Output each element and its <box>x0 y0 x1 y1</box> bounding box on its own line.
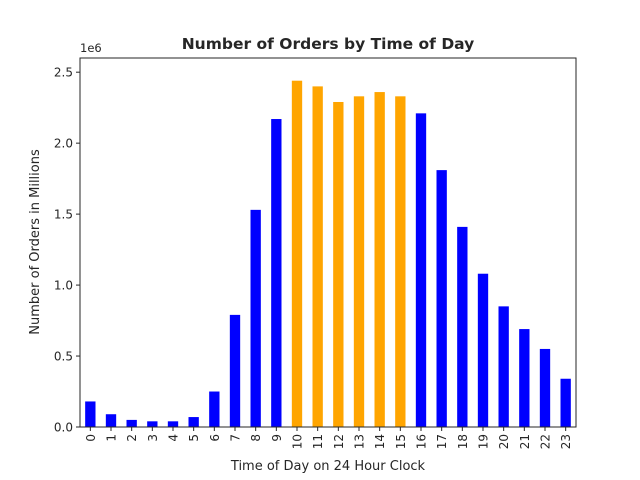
bar-hour-17 <box>436 170 447 427</box>
bar-hour-11 <box>312 86 323 427</box>
y-tick-label: 2.5 <box>54 66 73 80</box>
x-tick-label: 18 <box>456 434 470 449</box>
bar-hour-13 <box>353 96 365 428</box>
bar-hour-21 <box>519 329 530 427</box>
x-axis-label: Time of Day on 24 Hour Clock <box>230 459 426 474</box>
x-axis-ticks: 0 1 2 3 4 5 6 7 8 9 10 11 12 13 14 15 16 17 18 19 20 21 22 23 <box>84 427 573 449</box>
x-tick-label: 23 <box>559 434 573 449</box>
bar-hour-4 <box>167 421 179 427</box>
plot-frame <box>79 57 577 428</box>
bar-hour-3 <box>147 421 158 427</box>
bar-hour-22 <box>539 348 551 427</box>
y-tick-label: 1.0 <box>54 279 73 293</box>
x-tick-label: 14 <box>373 434 387 449</box>
x-tick-label: 6 <box>208 434 222 442</box>
x-tick-label: 22 <box>539 434 553 449</box>
y-tick-label: 0.5 <box>54 350 73 364</box>
bar-hour-0 <box>85 401 96 427</box>
x-tick-label: 12 <box>332 434 346 449</box>
x-tick-label: 4 <box>167 434 181 442</box>
x-tick-label: 13 <box>353 434 367 449</box>
x-tick-label: 16 <box>415 434 429 449</box>
x-tick-label: 21 <box>518 434 532 449</box>
bar-hour-12 <box>333 101 344 427</box>
x-tick-label: 10 <box>291 434 305 449</box>
x-tick-label: 1 <box>105 434 119 442</box>
bar-hour-5 <box>188 417 199 427</box>
x-tick-label: 2 <box>125 434 139 442</box>
x-tick-label: 0 <box>84 434 98 442</box>
y-offset-label: 1e6 <box>80 41 102 55</box>
bar-hour-23 <box>560 378 571 427</box>
bar-hour-6 <box>209 391 220 427</box>
y-tick-label: 0.0 <box>54 421 73 435</box>
x-tick-label: 15 <box>394 434 408 449</box>
x-tick-label: 7 <box>229 434 243 442</box>
bar-hour-20 <box>498 306 509 427</box>
bar-hour-15 <box>395 96 406 428</box>
x-tick-label: 9 <box>270 434 284 442</box>
bar-hour-18 <box>457 226 468 427</box>
bar-hour-19 <box>477 273 489 427</box>
x-tick-label: 8 <box>249 434 263 442</box>
y-tick-label: 2.0 <box>54 137 73 151</box>
x-tick-label: 20 <box>497 434 511 449</box>
x-tick-label: 19 <box>477 434 491 449</box>
x-tick-label: 3 <box>146 434 160 442</box>
bar-hour-1 <box>105 414 117 427</box>
bars-group <box>85 80 571 428</box>
y-tick-label: 1.5 <box>54 208 73 222</box>
bar-hour-2 <box>126 419 137 427</box>
chart-title: Number of Orders by Time of Day <box>182 35 475 53</box>
x-tick-label: 17 <box>435 434 449 449</box>
x-tick-label: 5 <box>187 434 201 442</box>
bar-hour-8 <box>250 209 261 427</box>
x-tick-label: 11 <box>311 434 325 449</box>
bar-hour-10 <box>291 80 303 427</box>
bar-hour-16 <box>415 113 427 427</box>
y-axis-label: Number of Orders in Millions <box>28 149 43 335</box>
bar-hour-14 <box>374 92 385 428</box>
bar-hour-7 <box>229 314 241 427</box>
bar-hour-9 <box>271 119 282 428</box>
y-axis-ticks: 0.0 0.5 1.0 1.5 2.0 2.5 <box>54 66 80 435</box>
